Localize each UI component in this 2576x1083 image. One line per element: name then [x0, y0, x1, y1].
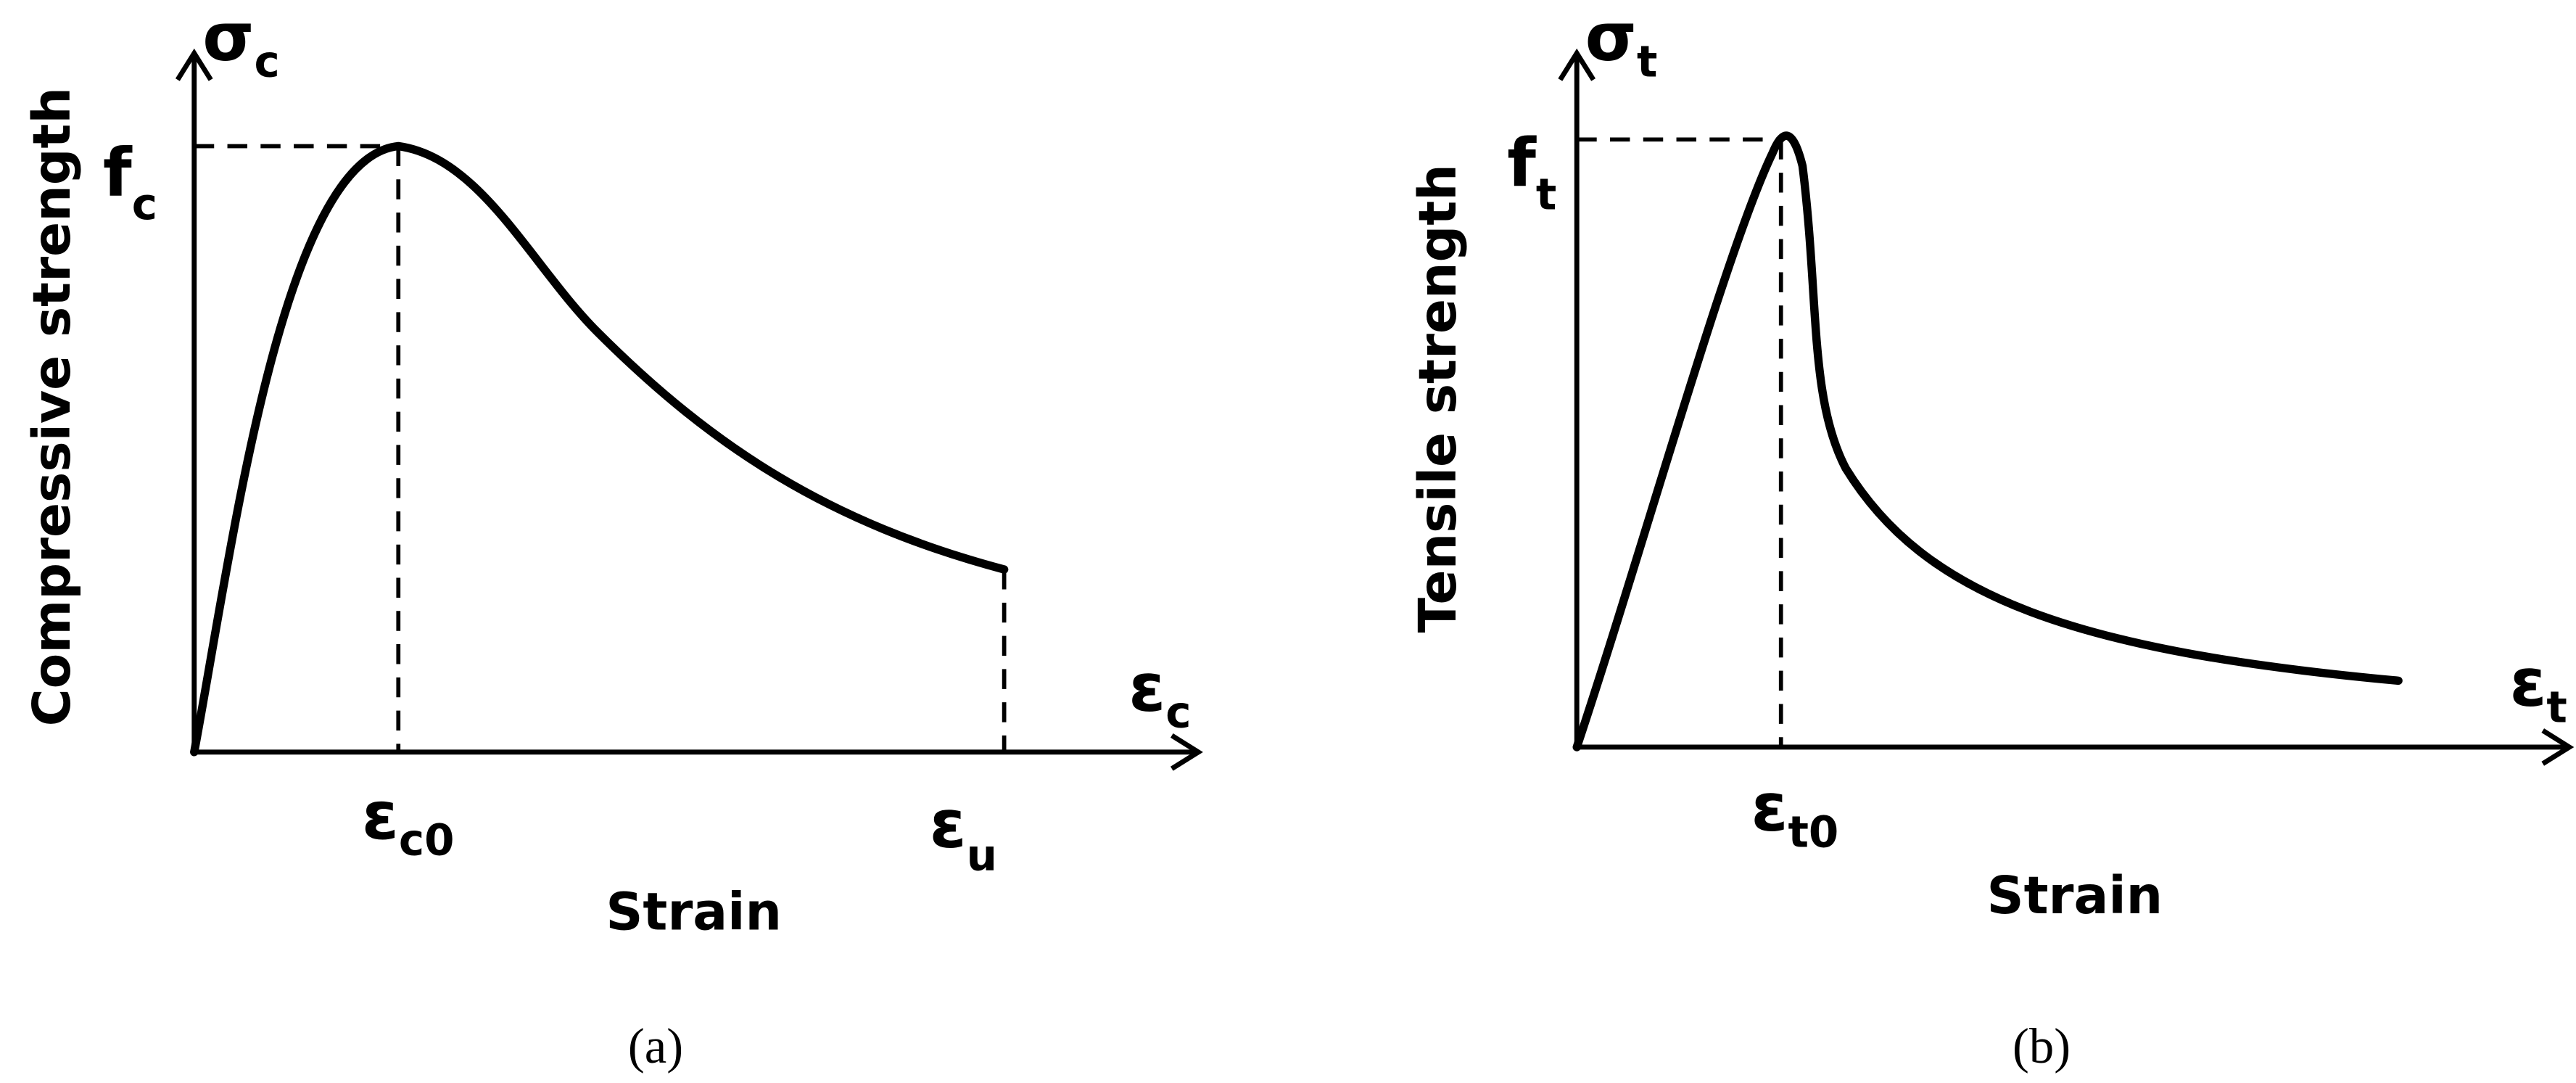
symbol: ε — [1751, 768, 1788, 846]
curve — [190, 141, 1009, 757]
arrow — [175, 48, 213, 81]
arrow — [1558, 48, 1596, 81]
curve — [1572, 131, 2403, 751]
axes — [191, 53, 1199, 755]
caption: (b) — [2012, 1018, 2071, 1074]
caption: (a) — [628, 1018, 683, 1074]
x-tick: εc0 — [362, 777, 455, 866]
dashed-guides — [1577, 137, 1783, 747]
subscript: t0 — [1788, 807, 1838, 857]
arrow — [1170, 733, 1203, 771]
x-symbol: εc — [1128, 649, 1191, 738]
symbol: f — [1507, 124, 1537, 202]
symbol: ε — [362, 777, 399, 855]
arrow — [2541, 728, 2575, 766]
subscript: c — [132, 180, 157, 230]
subscript: c — [255, 37, 280, 87]
panel-a: σc fc Compressive strength εc εc0 εu Str… — [22, 0, 1203, 1074]
x-symbol: εt — [2509, 644, 2567, 733]
subscript: c0 — [399, 816, 455, 866]
x-label: Strain — [606, 882, 782, 942]
axes — [1574, 53, 2569, 750]
panel-b: σt ft Tensile strength εt εt0 Strain (b) — [1408, 0, 2575, 1074]
x-tick: εt0 — [1751, 768, 1839, 857]
x-label: Strain — [1986, 865, 2163, 926]
subscript: t — [1536, 170, 1556, 220]
subscript: c — [1165, 688, 1191, 738]
y-symbol: σc — [202, 0, 280, 87]
y-label: Tensile strength — [1408, 164, 1468, 633]
symbol: ε — [2509, 644, 2546, 722]
subscript: t — [1637, 37, 1657, 87]
subscript: u — [967, 831, 997, 881]
peak-label: fc — [103, 134, 157, 230]
symbol: σ — [1585, 0, 1637, 75]
symbol: σ — [202, 0, 254, 75]
subscript: t — [2546, 683, 2567, 733]
dashed-guides — [194, 144, 1007, 752]
y-label: Compressive strength — [22, 87, 82, 726]
symbol: ε — [1128, 649, 1165, 727]
peak-label: ft — [1507, 124, 1556, 220]
y-symbol: σt — [1585, 0, 1658, 87]
x-tick: εu — [930, 785, 997, 881]
symbol: ε — [930, 785, 967, 862]
symbol: f — [103, 134, 133, 212]
